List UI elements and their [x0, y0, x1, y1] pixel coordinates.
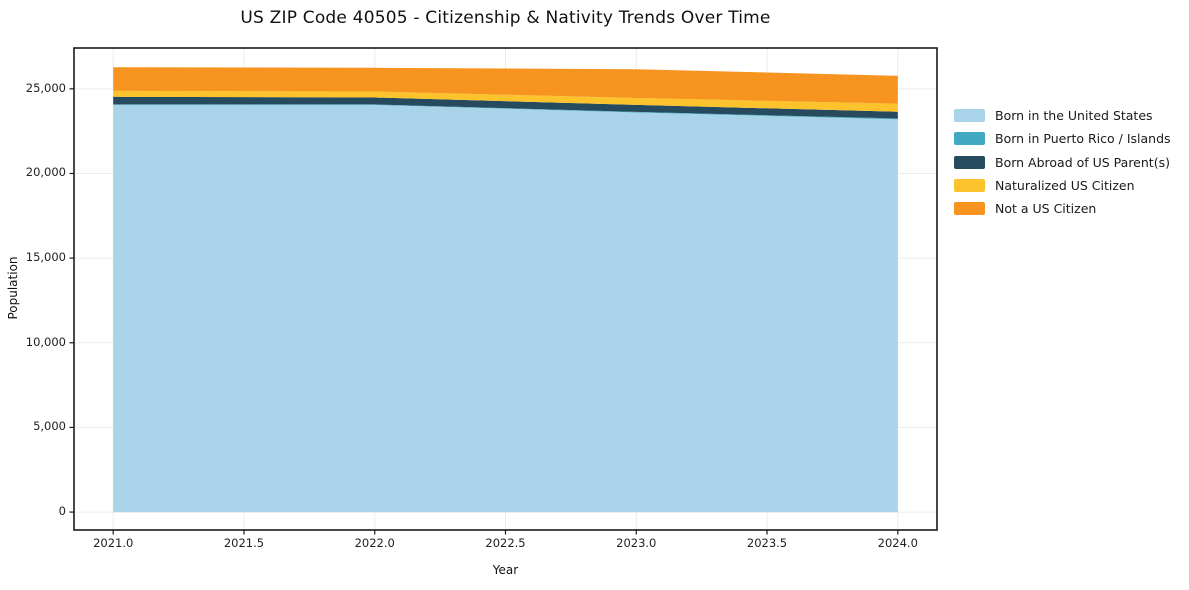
x-tick-label: 2021.0: [93, 536, 134, 550]
legend-label: Born Abroad of US Parent(s): [995, 154, 1170, 170]
x-tick-label: 2023.0: [616, 536, 657, 550]
legend-swatch: [954, 202, 985, 216]
legend-label: Naturalized US Citizen: [995, 178, 1135, 194]
legend-item: Not a US Citizen: [954, 197, 1171, 220]
legend-item: Born in the United States: [954, 104, 1171, 127]
y-tick-label: 20,000: [25, 165, 66, 180]
legend-item: Naturalized US Citizen: [954, 174, 1171, 197]
legend-swatch: [954, 109, 985, 123]
x-tick-label: 2022.0: [354, 536, 395, 550]
y-axis-label: Population: [6, 256, 20, 320]
y-tick-label: 15,000: [25, 250, 66, 265]
legend-item: Born Abroad of US Parent(s): [954, 151, 1171, 174]
legend-label: Born in the United States: [995, 108, 1153, 124]
legend-item: Born in Puerto Rico / Islands: [954, 127, 1171, 150]
x-tick-label: 2024.0: [877, 536, 918, 550]
y-tick-label: 0: [58, 504, 66, 519]
x-tick-label: 2022.5: [485, 536, 526, 550]
x-tick-label: 2023.5: [746, 536, 788, 550]
legend-swatch: [954, 179, 985, 193]
x-axis-label: Year: [492, 563, 519, 577]
legend: Born in the United States Born in Puerto…: [954, 104, 1171, 220]
x-tick-label: 2021.5: [223, 536, 265, 550]
legend-label: Not a US Citizen: [995, 201, 1097, 217]
legend-label: Born in Puerto Rico / Islands: [995, 131, 1171, 147]
y-tick-label: 5,000: [33, 419, 66, 434]
legend-swatch: [954, 132, 985, 146]
y-tick-label: 25,000: [25, 80, 66, 95]
legend-swatch: [954, 155, 985, 169]
y-tick-label: 10,000: [25, 334, 66, 349]
chart-title: US ZIP Code 40505 - Citizenship & Nativi…: [240, 8, 771, 28]
